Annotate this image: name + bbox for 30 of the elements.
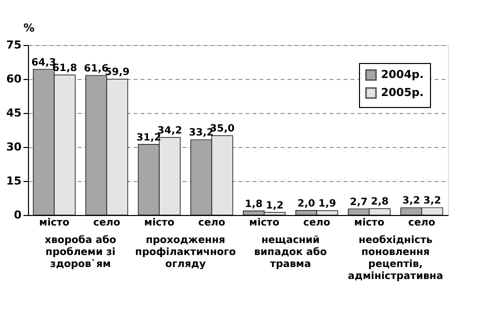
x-tick-label: село [408, 218, 436, 228]
data-label: 3,2 [402, 196, 420, 207]
y-tick-label: 45 [6, 106, 22, 120]
legend-label: 2004р. [381, 68, 424, 81]
text: необхідність поновлення рецептів, адміністративна [348, 235, 444, 282]
x-tick-label: село [303, 218, 330, 228]
x-tick-label: місто [249, 218, 280, 228]
data-label: 31,2 [136, 132, 162, 144]
x-tick-label: місто [144, 218, 174, 228]
y-axis-title: % [24, 22, 35, 34]
data-label: 1,8 [244, 198, 263, 210]
y-tick-label: 30 [6, 140, 22, 154]
x-tick-label: село [93, 218, 120, 228]
data-label: 2,7 [350, 196, 368, 208]
legend-label: 2005р. [381, 86, 424, 99]
x-tick-label: місто [39, 218, 70, 228]
x-tick-label: місто [354, 218, 384, 228]
x-tick-label: село [198, 218, 226, 228]
text: проходження профілактичного огляду [135, 235, 236, 270]
text: нещасний випадок або травма [254, 235, 328, 270]
y-tick-label: 75 [6, 38, 22, 52]
y-tick-label: 60 [6, 72, 22, 86]
data-label: 3,2 [423, 196, 442, 207]
y-tick-label: 0 [14, 208, 22, 222]
data-label: 1,2 [266, 200, 284, 212]
data-label: 2,8 [370, 196, 389, 208]
data-label: 2,0 [297, 198, 316, 210]
data-label: 1,9 [318, 198, 336, 210]
text: хвороба або проблеми зі здоров`ям [44, 235, 116, 270]
y-tick-label: 15 [6, 174, 22, 188]
